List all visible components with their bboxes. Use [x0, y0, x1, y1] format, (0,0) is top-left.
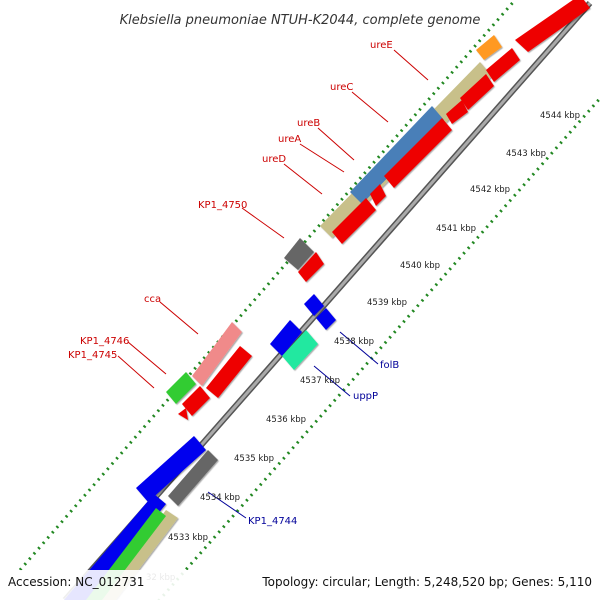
gene-feature-red-kp1-4750b: [298, 252, 324, 282]
gene-label-kp1-4746: KP1_4746: [80, 336, 129, 347]
gene-label-ured: ureD: [262, 154, 286, 165]
label-connector: [127, 341, 167, 375]
label-connector: [317, 127, 355, 161]
map-title: Klebsiella pneumoniae NTUH-K2044, comple…: [120, 13, 481, 28]
label-connector: [207, 491, 247, 519]
gene-feature-green-kp1-4746: [166, 372, 196, 404]
gene-feature-blue-lower-1: [136, 436, 206, 502]
tick-label: 4540 kbp: [400, 261, 440, 271]
gene-feature-blue-folb-2: [316, 308, 336, 330]
gene-feature-blue-folb-1: [304, 294, 324, 316]
tick-label: 4538 kbp: [334, 337, 374, 347]
gene-feature-aqua-uppp: [282, 330, 318, 370]
gene-feature-blue-1: [270, 320, 302, 356]
label-connector: [159, 301, 199, 335]
gene-feature-gray-kp1-4744: [168, 450, 218, 506]
label-connector: [313, 365, 351, 397]
tick-label: 4543 kbp: [506, 149, 546, 159]
gene-feature-red-urease-4: [384, 118, 452, 188]
gene-feature-red-urease-5: [370, 184, 386, 206]
tick-label: 4533 kbp: [168, 533, 208, 543]
gene-feature-red-urease-3: [446, 100, 468, 124]
label-connector: [283, 163, 323, 195]
gene-label-cca: cca: [144, 294, 161, 305]
tick-label: 4534 kbp: [200, 493, 240, 503]
gene-feature-steelblue-urease: [350, 106, 444, 204]
gene-feature-orange: [476, 35, 502, 60]
gene-feature-pink-cca: [192, 322, 242, 386]
label-connector: [393, 49, 429, 81]
tick-label: 4539 kbp: [367, 298, 407, 308]
accession-text: Accession: NC_012731: [8, 575, 144, 589]
gene-feature-red-kp1-4746: [182, 386, 210, 416]
gene-label-kp1-4744: KP1_4744: [248, 516, 297, 527]
tick-label: 4537 kbp: [300, 376, 340, 386]
label-connector: [241, 207, 285, 239]
gene-feature-red-cca: [206, 346, 252, 398]
label-connector: [299, 143, 345, 173]
tick-label: 4544 kbp: [540, 111, 580, 121]
gene-label-urec: ureC: [330, 82, 353, 93]
tick-label: 4542 kbp: [470, 185, 510, 195]
tick-label: 4536 kbp: [266, 415, 306, 425]
gene-feature-red-urease-6: [332, 198, 376, 244]
gene-label-kp1-4750: KP1_4750: [198, 200, 247, 211]
gene-feature-red-urease-2: [460, 74, 494, 110]
label-connector: [117, 355, 155, 389]
gene-label-folb: folB: [380, 360, 399, 371]
tick-label: 4535 kbp: [234, 454, 274, 464]
gene-label-uree: ureE: [370, 40, 393, 51]
gene-feature-red-urease-1: [486, 48, 520, 82]
inner-dotted-track: [157, 96, 600, 600]
label-connector: [351, 91, 389, 123]
outer-dotted-track: [18, 0, 517, 571]
label-connector: [339, 331, 379, 365]
gene-label-kp1-4745: KP1_4745: [68, 350, 117, 361]
tick-label: 4541 kbp: [436, 224, 476, 234]
gene-label-urea: ureA: [278, 134, 301, 145]
gene-label-uppp: uppP: [353, 391, 378, 402]
gene-feature-red-kp1-4745: [178, 408, 188, 420]
gene-label-ureb: ureB: [297, 118, 320, 129]
gene-feature-red-top: [515, 0, 590, 52]
topology-summary: Topology: circular; Length: 5,248,520 bp…: [261, 575, 592, 589]
gene-feature-gray-kp1-4750: [284, 238, 314, 270]
